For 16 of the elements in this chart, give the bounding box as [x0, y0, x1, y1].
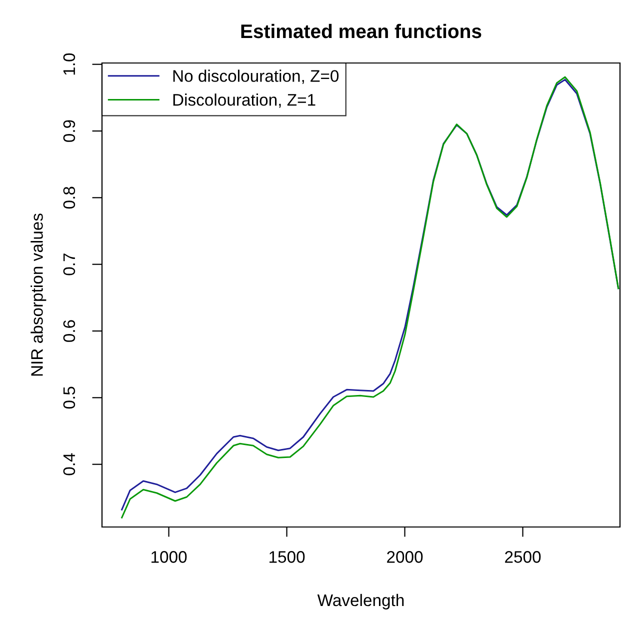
y-tick-label: 0.4 [63, 453, 76, 476]
legend-label: No discolouration, Z=0 [173, 70, 339, 84]
y-tick-label: 0.7 [63, 254, 76, 276]
legend-label: Discolouration, Z=1 [173, 94, 316, 108]
x-axis-title: Wavelength [317, 594, 404, 610]
x-tick-label: 1500 [270, 551, 305, 563]
x-tick-label: 2500 [505, 551, 541, 563]
x-tick-label: 2000 [387, 551, 423, 563]
y-tick-label: 0.6 [63, 320, 76, 342]
y-tick-label: 0.8 [63, 186, 76, 209]
y-tick-label: 0.9 [63, 120, 76, 142]
y-tick-label: 1.0 [63, 53, 76, 75]
chart-title: Estimated mean functions [241, 24, 482, 38]
y-axis-title: NIR absorption values [30, 214, 46, 376]
y-tick-label: 0.5 [63, 386, 76, 409]
x-tick-label: 1000 [152, 551, 187, 563]
